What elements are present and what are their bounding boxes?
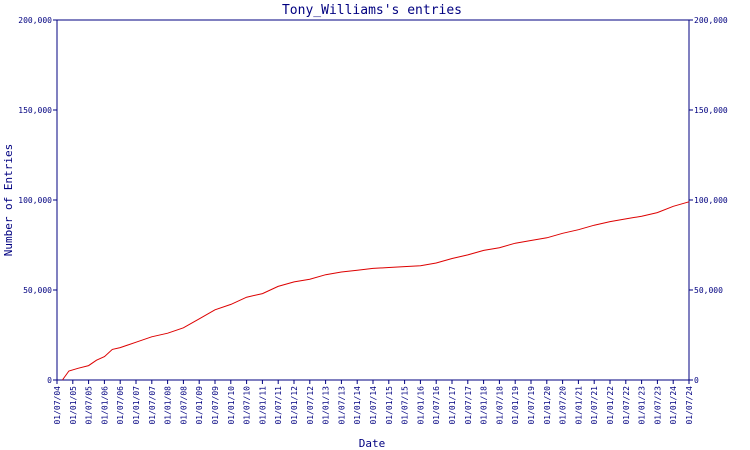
x-tick-label: 01/07/12	[306, 386, 315, 425]
x-tick-label: 01/07/24	[685, 386, 694, 425]
x-tick-label: 01/07/04	[53, 386, 62, 425]
x-tick-label: 01/07/10	[243, 386, 252, 425]
x-tick-label: 01/07/06	[116, 386, 125, 425]
x-tick-label: 01/01/13	[322, 386, 331, 425]
y-tick-label-left: 200,000	[18, 16, 52, 25]
x-tick-label: 01/07/23	[653, 386, 662, 425]
plot-frame	[56, 19, 690, 381]
y-tick-label-right: 50,000	[694, 286, 723, 295]
y-tick-label-left: 100,000	[18, 196, 52, 205]
x-tick-label: 01/07/18	[495, 386, 504, 425]
x-tick-label: 01/01/12	[290, 386, 299, 425]
x-tick-label: 01/07/11	[274, 386, 283, 425]
x-tick-label: 01/01/18	[480, 386, 489, 425]
y-tick-label-left: 50,000	[23, 286, 52, 295]
x-tick-label: 01/07/14	[369, 386, 378, 425]
x-tick-label: 01/07/05	[85, 386, 94, 425]
x-ticks: 01/07/04 01/01/05 01/07/05 01/01/06 01/07/06…	[53, 380, 694, 425]
x-tick-label: 01/01/22	[606, 386, 615, 425]
y-axis-title: Number of Entries	[2, 144, 15, 257]
x-tick-label: 01/01/10	[227, 386, 236, 425]
x-tick-label: 01/07/17	[464, 386, 473, 425]
x-tick-label: 01/07/21	[590, 386, 599, 425]
x-tick-label: 01/07/16	[432, 386, 441, 425]
x-tick-label: 01/07/07	[148, 386, 157, 425]
x-tick-label: 01/01/08	[164, 386, 173, 425]
x-tick-label: 01/01/09	[195, 386, 204, 425]
x-tick-label: 01/01/20	[543, 386, 552, 425]
y-tick-label-left: 150,000	[18, 106, 52, 115]
y-tick-label-left: 0	[47, 376, 52, 385]
y-tick-label-right: 150,000	[694, 106, 728, 115]
x-tick-label: 01/01/05	[69, 386, 78, 425]
x-axis-title: Date	[359, 437, 386, 450]
x-tick-label: 01/01/16	[416, 386, 425, 425]
x-tick-label: 01/07/13	[337, 386, 346, 425]
x-tick-label: 01/07/20	[559, 386, 568, 425]
x-tick-label: 01/01/14	[353, 386, 362, 425]
x-tick-label: 01/01/07	[132, 386, 141, 425]
x-tick-label: 01/01/19	[511, 386, 520, 425]
x-tick-label: 01/07/08	[179, 386, 188, 425]
y-tick-label-right: 0	[694, 376, 699, 385]
x-tick-label: 01/01/17	[448, 386, 457, 425]
x-tick-label: 01/01/23	[638, 386, 647, 425]
y-ticks: 0 0 50,000 50,000 100,000 100,000 150,000 150,0…	[18, 16, 728, 385]
x-tick-label: 01/01/24	[669, 386, 678, 425]
x-tick-label: 01/01/11	[258, 386, 267, 425]
x-tick-label: 01/07/22	[622, 386, 631, 425]
x-tick-label: 01/07/15	[401, 386, 410, 425]
x-tick-label: 01/01/21	[574, 386, 583, 425]
x-tick-label: 01/01/15	[385, 386, 394, 425]
chart-title: Tony_Williams's entries	[282, 3, 462, 18]
x-tick-label: 01/01/06	[100, 386, 109, 425]
y-tick-label-right: 100,000	[694, 196, 728, 205]
x-tick-label: 01/07/09	[211, 386, 220, 425]
y-tick-label-right: 200,000	[694, 16, 728, 25]
series-line	[61, 201, 690, 381]
x-tick-label: 01/07/19	[527, 386, 536, 425]
